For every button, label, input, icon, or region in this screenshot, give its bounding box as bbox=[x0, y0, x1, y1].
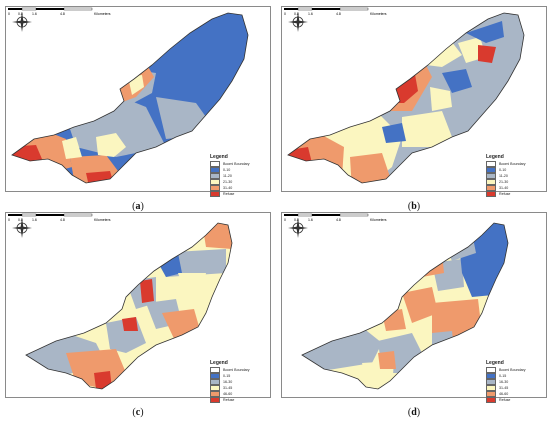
legend-swatch bbox=[486, 190, 496, 198]
legend-label: Boomi Boundary bbox=[223, 368, 250, 372]
legend-title: Legend bbox=[210, 154, 228, 160]
legend-label: 21-30 bbox=[499, 180, 509, 184]
legend-label: 31-40 bbox=[499, 186, 509, 190]
scale-bar: 0 0.8 1.6 4.8 Kilometers bbox=[284, 7, 387, 16]
map-legend: Legend Boomi Boundary 0-15 16-30 31-45 4… bbox=[486, 360, 544, 404]
map-frame: Legend Boomi Boundary 0-15 16-30 31-45 4… bbox=[281, 212, 547, 404]
map-panel-c: Legend Boomi Boundary 0-15 16-30 31-45 4… bbox=[5, 212, 271, 418]
legend-label: 11-20 bbox=[499, 174, 508, 178]
legend-label: Boomi Boundary bbox=[499, 162, 526, 166]
legend-swatch bbox=[210, 396, 220, 404]
scale-label: 4.8 bbox=[60, 12, 65, 16]
choropleth-map bbox=[301, 222, 509, 390]
map-panel-d: Legend Boomi Boundary 0-15 16-30 31-45 4… bbox=[281, 212, 547, 418]
map-panel-a: Legend Boomi Boundary 0-10 11-20 21-30 3… bbox=[5, 6, 271, 212]
scale-bar: 0 0.8 1.6 4.8 Kilometers bbox=[284, 213, 387, 222]
scale-unit: Kilometers bbox=[370, 12, 387, 16]
legend-label: 0-15 bbox=[499, 374, 507, 378]
panel-caption: (a) bbox=[132, 201, 144, 212]
map-legend: Legend Boomi Boundary 0-10 11-20 21-30 3… bbox=[486, 154, 544, 198]
legend-swatch bbox=[210, 190, 220, 198]
compass-icon bbox=[287, 217, 309, 239]
legend-label: 46-60 bbox=[223, 392, 233, 396]
legend-label: 46-60 bbox=[499, 392, 509, 396]
legend-label: Refuse bbox=[223, 192, 235, 196]
scale-label: 0 bbox=[8, 218, 10, 222]
legend-title: Legend bbox=[486, 154, 504, 160]
legend-label: 21-30 bbox=[223, 180, 233, 184]
map-frame: Legend Boomi Boundary 0-10 11-20 21-30 3… bbox=[5, 6, 271, 198]
compass-icon bbox=[11, 217, 33, 239]
legend-label: 0-15 bbox=[223, 374, 231, 378]
panel-caption: (c) bbox=[132, 407, 144, 418]
legend-label: 16-30 bbox=[499, 380, 509, 384]
scale-label: 4.8 bbox=[60, 218, 65, 222]
scale-label: 1.6 bbox=[32, 218, 37, 222]
map-frame: Legend Boomi Boundary 0-10 11-20 21-30 3… bbox=[281, 6, 547, 198]
scale-label: 0.8 bbox=[294, 12, 299, 16]
legend-label: 31-45 bbox=[499, 386, 509, 390]
legend-item: Refuse bbox=[486, 396, 544, 404]
legend-label: 0-10 bbox=[223, 168, 231, 172]
map-legend: Legend Boomi Boundary 0-15 16-30 31-45 4… bbox=[210, 360, 268, 404]
scale-bar: 0 0.8 1.6 4.8 Kilometers bbox=[8, 7, 111, 16]
choropleth-map bbox=[25, 222, 233, 390]
scale-label: 4.8 bbox=[336, 218, 341, 222]
scale-unit: Kilometers bbox=[94, 12, 111, 16]
panel-caption: (d) bbox=[407, 407, 421, 418]
scale-unit: Kilometers bbox=[94, 218, 111, 222]
legend-swatch bbox=[486, 396, 496, 404]
legend-label: 0-10 bbox=[499, 168, 507, 172]
compass-icon bbox=[11, 11, 33, 33]
scale-label: 0 bbox=[284, 218, 286, 222]
panel-caption: (b) bbox=[407, 201, 421, 212]
map-frame: Legend Boomi Boundary 0-15 16-30 31-45 4… bbox=[5, 212, 271, 404]
scale-label: 0 bbox=[8, 12, 10, 16]
scale-label: 0 bbox=[284, 12, 286, 16]
scale-label: 0.8 bbox=[18, 12, 23, 16]
legend-label: 11-20 bbox=[223, 174, 232, 178]
scale-label: 0.8 bbox=[294, 218, 299, 222]
legend-label: Boomi Boundary bbox=[499, 368, 526, 372]
choropleth-map bbox=[11, 12, 249, 184]
legend-label: Refuse bbox=[499, 398, 511, 402]
legend-item: Refuse bbox=[210, 190, 268, 198]
scale-label: 0.8 bbox=[18, 218, 23, 222]
choropleth-map bbox=[287, 12, 525, 184]
legend-label: Refuse bbox=[499, 192, 511, 196]
scale-label: 1.6 bbox=[32, 12, 37, 16]
legend-label: 31-45 bbox=[223, 386, 233, 390]
legend-title: Legend bbox=[210, 360, 228, 366]
legend-label: 31-40 bbox=[223, 186, 233, 190]
scale-label: 4.8 bbox=[336, 12, 341, 16]
scale-bar: 0 0.8 1.6 4.8 Kilometers bbox=[8, 213, 111, 222]
legend-title: Legend bbox=[486, 360, 504, 366]
map-legend: Legend Boomi Boundary 0-10 11-20 21-30 3… bbox=[210, 154, 268, 198]
map-panel-b: Legend Boomi Boundary 0-10 11-20 21-30 3… bbox=[281, 6, 547, 212]
legend-label: Refuse bbox=[223, 398, 235, 402]
compass-icon bbox=[287, 11, 309, 33]
legend-item: Refuse bbox=[210, 396, 268, 404]
scale-label: 1.6 bbox=[308, 12, 313, 16]
legend-label: Boomi Boundary bbox=[223, 162, 250, 166]
scale-label: 1.6 bbox=[308, 218, 313, 222]
legend-label: 16-30 bbox=[223, 380, 233, 384]
legend-item: Refuse bbox=[486, 190, 544, 198]
scale-unit: Kilometers bbox=[370, 218, 387, 222]
